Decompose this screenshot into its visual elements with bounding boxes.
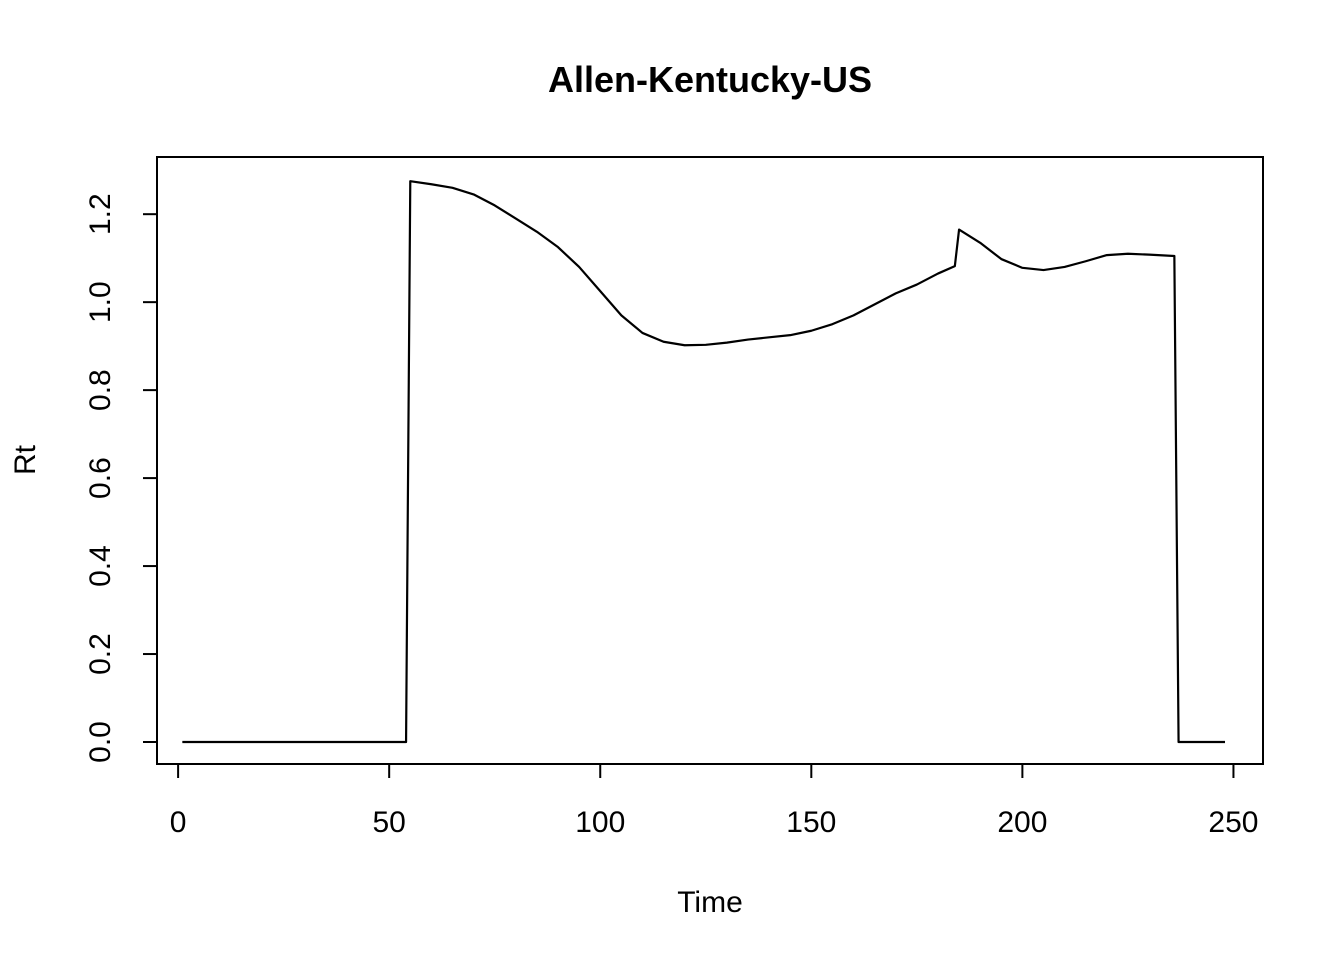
x-tick-label: 100 xyxy=(575,806,625,839)
chart-title: Allen-Kentucky-US xyxy=(548,59,872,100)
y-tick-label: 0.4 xyxy=(84,545,117,587)
plot-area-frame xyxy=(156,156,1264,765)
series-line xyxy=(182,180,1226,744)
x-tick-label: 250 xyxy=(1208,806,1258,839)
y-tick-label: 1.0 xyxy=(84,281,117,323)
x-axis-label: Time xyxy=(677,886,743,919)
y-tick-label: 0.2 xyxy=(84,633,117,675)
x-tick-label: 150 xyxy=(786,806,836,839)
x-tick-label: 50 xyxy=(372,806,405,839)
y-tick-label: 1.2 xyxy=(84,193,117,235)
y-axis: 0.0 0.2 0.4 0.6 0.8 1.0 1.2 xyxy=(84,193,158,763)
y-tick-label: 0.6 xyxy=(84,457,117,499)
y-tick-label: 0.0 xyxy=(84,721,117,763)
x-tick-label: 0 xyxy=(170,806,187,839)
y-tick-label: 0.8 xyxy=(84,369,117,411)
series-layer xyxy=(182,180,1226,744)
y-axis-label: Rt xyxy=(9,444,42,475)
x-tick-label: 200 xyxy=(997,806,1047,839)
x-axis: 0 50 100 150 200 250 xyxy=(170,763,1258,839)
